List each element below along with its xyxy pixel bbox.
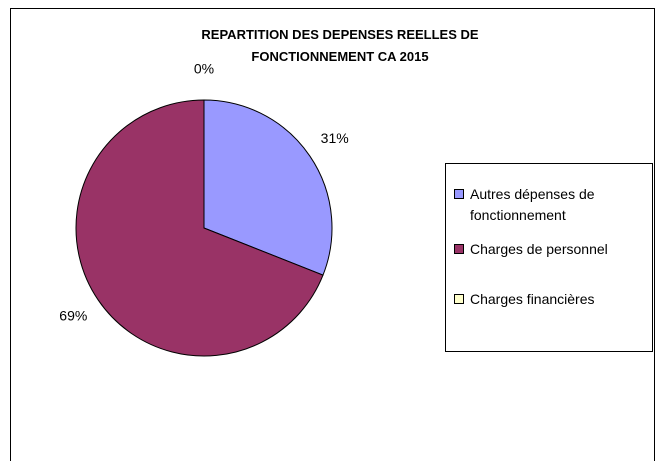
chart-title: REPARTITION DES DEPENSES REELLES DE FONC… bbox=[201, 27, 479, 64]
legend-label: Charges de personnel bbox=[470, 241, 608, 257]
legend-swatch bbox=[454, 189, 464, 199]
legend: Autres dépenses de fonctionnement Charges… bbox=[445, 163, 653, 352]
legend-item: Charges financières bbox=[454, 289, 654, 310]
legend-label: Charges financières bbox=[470, 291, 595, 307]
chart-frame bbox=[10, 8, 655, 461]
legend-swatch bbox=[454, 294, 464, 304]
legend-item: Autres dépenses de fonctionnement bbox=[454, 184, 654, 226]
legend-item: Charges de personnel bbox=[454, 239, 654, 260]
pie-slice bbox=[75, 99, 324, 357]
legend-swatch bbox=[454, 244, 464, 254]
data-label: 69% bbox=[59, 308, 87, 324]
legend-label: Autres dépenses de fonctionnement bbox=[470, 186, 595, 223]
pie-slice bbox=[203, 99, 333, 276]
data-label: 31% bbox=[321, 130, 349, 146]
data-label: 0% bbox=[194, 61, 214, 77]
